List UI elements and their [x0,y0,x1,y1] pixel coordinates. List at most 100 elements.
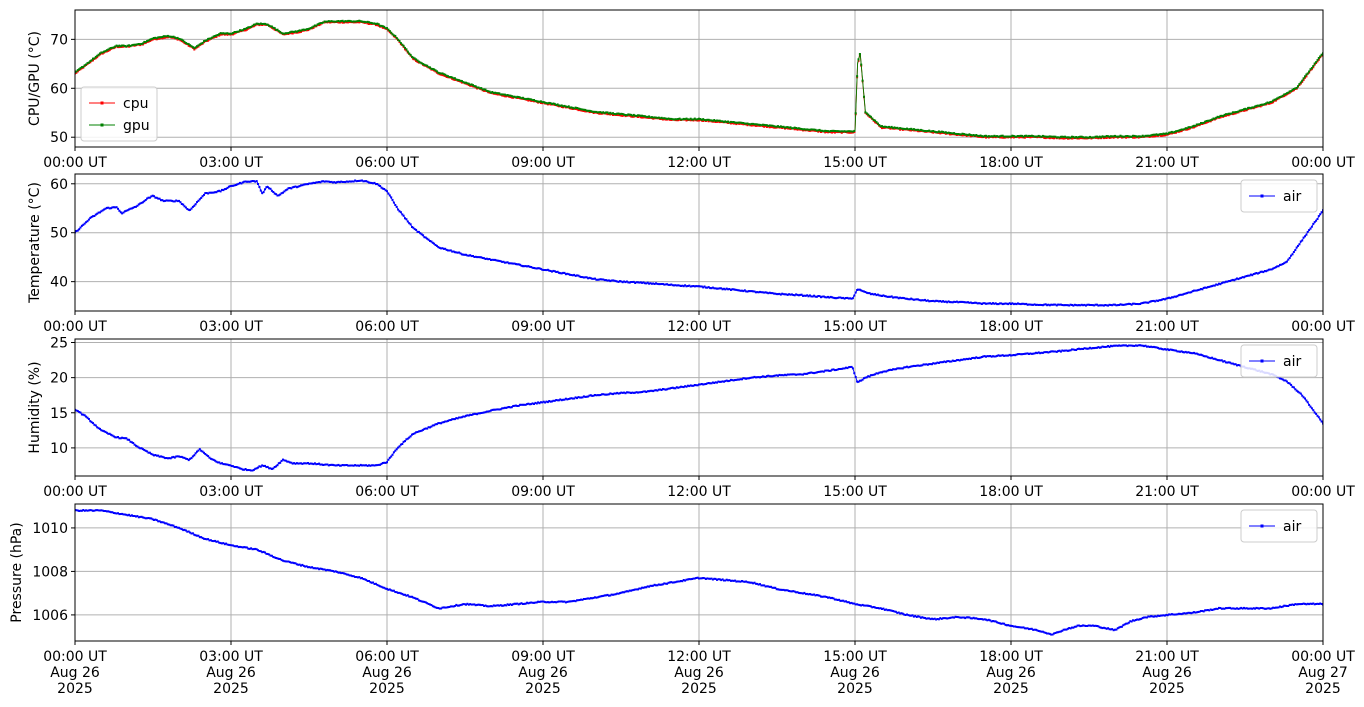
data-point [584,395,587,398]
data-point [460,253,463,256]
data-point [331,20,334,23]
data-point [333,570,336,573]
data-point [1261,607,1263,609]
data-point [557,104,560,107]
data-point [129,440,132,443]
data-point [567,398,570,400]
data-point [180,203,183,205]
data-point [208,456,211,459]
data-point [832,129,835,132]
data-point [939,131,942,134]
data-point [1176,613,1179,616]
data-point [502,604,505,607]
data-point [865,376,868,379]
data-point [179,38,182,41]
data-point [1047,135,1050,138]
data-point [1301,603,1304,605]
data-point [800,592,803,595]
data-point [592,596,595,599]
data-point [1029,352,1032,355]
data-point [386,27,388,30]
data-point [788,373,791,376]
data-point [542,600,545,603]
data-point [1193,611,1195,614]
data-point [577,274,580,277]
data-point [1137,136,1140,139]
data-point [538,267,541,270]
data-point [1220,359,1223,362]
data-point [623,591,626,594]
data-point [114,512,117,515]
data-point [985,302,987,305]
data-point [394,34,397,37]
data-point [485,605,488,608]
data-point [596,111,599,114]
data-point [931,617,933,620]
data-point [1043,137,1046,139]
data-point [280,559,283,562]
data-point [1080,347,1083,350]
data-point [646,115,649,118]
data-point [384,27,387,30]
data-point [245,180,248,183]
legend-marker-air [1260,359,1264,363]
data-point [1073,625,1076,628]
data-point [1243,109,1245,112]
data-point [1315,61,1318,64]
data-point [832,597,835,600]
data-point [1108,303,1111,306]
data-point [144,517,147,520]
data-point [1084,625,1087,627]
data-point [135,205,137,208]
data-point [1197,353,1200,356]
data-point [373,583,376,585]
data-point [1059,303,1062,306]
data-point [551,600,553,603]
data-point [1048,135,1051,138]
data-point [1087,347,1090,350]
data-point [1127,302,1130,305]
data-point [1319,602,1322,605]
data-point [462,253,465,256]
data-point [1254,105,1257,108]
data-point [237,182,240,185]
data-point [1140,302,1143,305]
data-point [641,281,644,284]
data-point [985,618,987,621]
data-point [584,108,587,111]
data-point [467,254,470,257]
data-point [1306,72,1309,75]
data-point [143,42,146,45]
data-point [806,128,809,131]
data-point [92,59,94,62]
data-point [921,616,924,619]
data-point [1055,136,1058,139]
data-point [1044,351,1047,354]
data-point [967,358,969,361]
data-point [365,21,368,24]
data-point [707,118,710,121]
data-point [839,130,842,133]
data-point [485,410,488,413]
data-point [867,375,870,378]
data-point [596,596,599,599]
data-point [797,373,800,376]
data-point [1148,135,1151,138]
data-point [1073,303,1076,306]
data-point [1019,353,1022,356]
data-point [953,300,956,303]
data-point [114,206,117,209]
data-point [76,229,79,232]
data-point [731,121,734,124]
data-point [1016,353,1019,356]
data-point [1100,304,1103,307]
data-point [919,616,922,619]
data-point [103,430,106,433]
data-point [494,604,497,607]
data-point [933,362,936,365]
data-point [244,29,247,32]
data-point [743,122,746,125]
data-point [893,296,896,299]
data-point [141,201,144,204]
data-point [200,536,203,539]
